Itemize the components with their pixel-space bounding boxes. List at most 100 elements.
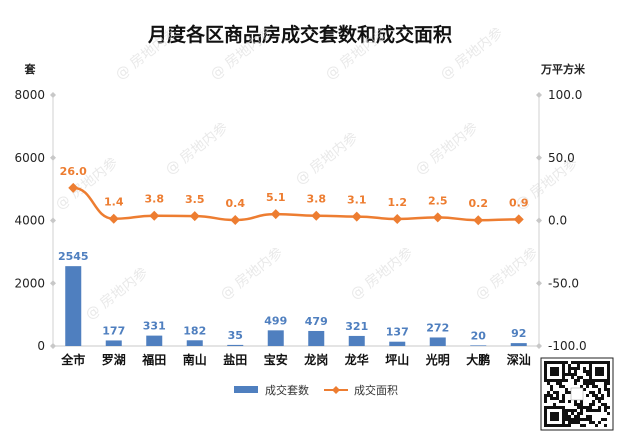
- bar-value-label: 331: [143, 320, 166, 333]
- left-axis-unit: 套: [25, 62, 37, 76]
- watermark: @ 房地内参: [412, 119, 481, 178]
- category-label: 南山: [183, 352, 207, 367]
- left-ticks: 0 2000 4000 6000 8000: [14, 88, 56, 353]
- bar-value-label: 479: [305, 315, 328, 328]
- left-tick-label: 0: [37, 339, 45, 353]
- category-label: 全市: [60, 352, 85, 367]
- category-labels: 全市 罗湖 福田 南山 盐田 宝安 龙岗 龙华 坪山 光明 大鹏 深汕: [60, 352, 531, 367]
- right-tick-label: 0.0: [548, 214, 567, 228]
- right-tick-marker: [536, 92, 542, 98]
- line-value-label: 3.5: [185, 193, 205, 206]
- category-label: 坪山: [385, 352, 409, 367]
- line-point: [311, 210, 322, 221]
- line-value-label: 1.4: [104, 196, 124, 209]
- watermark: @ 房地内参: [162, 119, 231, 178]
- line-point: [392, 213, 403, 224]
- line-series: 26.0 1.4 3.8 3.5 0.4 5.1 3.8 3.1 1.2 2.5 0.2 0.9: [60, 165, 529, 226]
- left-tick-marker: [50, 280, 56, 287]
- left-tick-label: 8000: [14, 88, 45, 102]
- line-point: [270, 209, 281, 220]
- line-point: [351, 211, 362, 222]
- category-label: 光明: [425, 352, 450, 367]
- legend-bar-swatch: [234, 386, 258, 393]
- line-point: [68, 182, 79, 193]
- line-value-label: 26.0: [60, 165, 87, 178]
- category-label: 盐田: [223, 352, 247, 367]
- left-tick-label: 6000: [14, 151, 45, 165]
- bar-value-label: 177: [102, 324, 125, 337]
- bar: [267, 330, 284, 346]
- bar-value-label: 137: [386, 326, 409, 339]
- right-tick-label: 100.0: [548, 88, 582, 102]
- right-tick-label: -100.0: [548, 339, 587, 353]
- bar: [348, 335, 365, 346]
- bar: [105, 340, 122, 346]
- bar-value-label: 321: [345, 320, 368, 333]
- watermark: @ 房地内参: [217, 244, 286, 303]
- bar: [227, 344, 244, 346]
- watermarks: @ 房地内参 @ 房地内参 @ 房地内参 @ 房地内参@ 房地内参@ 房地内参 @ 房地…: [52, 24, 581, 323]
- watermark: @ 房地内参: [292, 129, 361, 188]
- right-tick-marker: [536, 343, 542, 349]
- bar-value-label: 499: [264, 314, 287, 327]
- line-value-label: 5.1: [266, 191, 286, 204]
- bar: [389, 341, 406, 346]
- category-label: 福田: [141, 352, 166, 367]
- line-point: [432, 212, 443, 223]
- bar: [186, 340, 203, 346]
- category-label: 罗湖: [102, 352, 126, 367]
- bar-series: 2545 177 331 182 35 499 479 321 137 272 20 92: [58, 250, 527, 346]
- right-tick-label: -50.0: [548, 276, 579, 290]
- right-tick-label: 50.0: [548, 151, 575, 165]
- line-value-label: 3.8: [307, 193, 327, 206]
- legend-bar-label: 成交套数: [265, 383, 309, 397]
- bar-value-label: 272: [426, 321, 449, 334]
- category-label: 龙华: [345, 352, 369, 367]
- category-label: 大鹏: [466, 352, 490, 367]
- bar-value-label: 20: [471, 329, 487, 342]
- bar-value-label: 35: [228, 329, 243, 342]
- left-tick-marker: [50, 217, 56, 224]
- line-value-label: 0.4: [226, 197, 246, 210]
- left-tick-marker: [50, 343, 56, 349]
- legend-line-marker: [332, 386, 340, 394]
- category-label: 宝安: [264, 352, 288, 367]
- bar: [470, 345, 487, 346]
- line-point: [149, 210, 160, 221]
- qr-code-icon: [540, 357, 614, 431]
- watermark: @ 房地内参: [472, 244, 541, 303]
- bar: [65, 266, 82, 346]
- legend-line-label: 成交面积: [354, 383, 398, 397]
- bar-value-label: 2545: [58, 250, 89, 263]
- category-label: 龙岗: [304, 352, 328, 367]
- watermark: @ 房地内参: [347, 244, 416, 303]
- line-point: [513, 214, 524, 225]
- bar: [510, 343, 527, 346]
- line-point: [230, 214, 241, 225]
- watermark: @ 房地内参: [112, 24, 181, 83]
- left-tick-label: 2000: [14, 276, 45, 290]
- line-value-label: 2.5: [428, 194, 448, 207]
- legend: 成交套数 成交面积: [234, 383, 398, 397]
- line-value-label: 3.8: [145, 193, 165, 206]
- line-point: [473, 215, 484, 226]
- bar-value-label: 182: [183, 324, 206, 337]
- bar-value-label: 92: [511, 327, 526, 340]
- line-path: [73, 186, 519, 222]
- right-tick-marker: [536, 217, 542, 224]
- bar: [429, 337, 446, 346]
- left-tick-label: 4000: [14, 214, 45, 228]
- bar: [308, 330, 325, 346]
- left-tick-marker: [50, 154, 56, 161]
- left-tick-marker: [50, 92, 56, 98]
- watermark: @ 房地内参: [82, 264, 151, 323]
- chart-title: 月度各区商品房成交套数和成交面积: [147, 23, 452, 46]
- bar: [146, 335, 163, 346]
- line-value-label: 1.2: [388, 196, 408, 209]
- right-tick-marker: [536, 154, 542, 161]
- line-value-label: 0.9: [509, 196, 529, 209]
- right-axis-unit: 万平方米: [540, 62, 586, 76]
- right-tick-marker: [536, 280, 542, 287]
- right-ticks: -100.0 -50.0 0.0 50.0 100.0: [536, 88, 587, 353]
